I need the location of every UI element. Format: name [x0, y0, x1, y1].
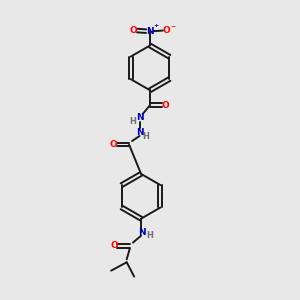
Text: H: H — [130, 117, 136, 126]
Text: −: − — [170, 23, 175, 28]
Text: N: N — [146, 27, 154, 36]
Text: H: H — [146, 231, 153, 240]
Text: N: N — [136, 113, 143, 122]
Text: O: O — [129, 26, 137, 35]
Text: O: O — [110, 140, 117, 149]
Text: +: + — [153, 23, 159, 28]
Text: O: O — [162, 101, 170, 110]
Text: H: H — [143, 132, 150, 141]
Text: O: O — [163, 26, 171, 35]
Text: N: N — [136, 128, 143, 136]
Text: O: O — [110, 242, 118, 250]
Text: N: N — [138, 228, 146, 237]
